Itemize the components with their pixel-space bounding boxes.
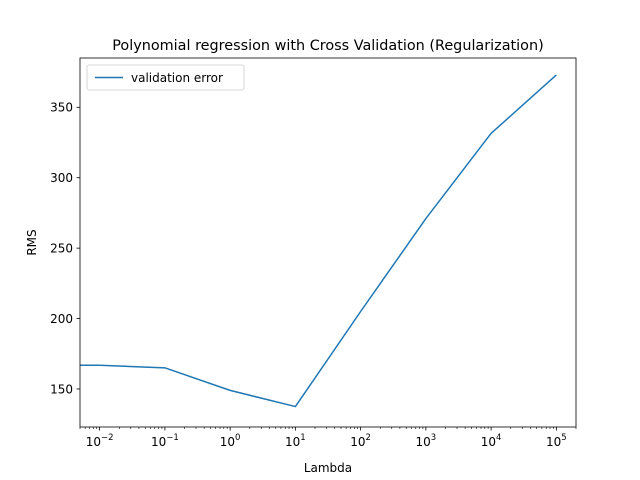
y-tick-label: 300 [50, 171, 73, 185]
x-tick-label: 100 [220, 433, 241, 449]
x-tick-label: 105 [546, 433, 567, 449]
y-tick-label: 250 [50, 241, 73, 255]
y-tick-label: 350 [50, 101, 73, 115]
y-tick-label: 150 [50, 382, 73, 396]
legend-box [86, 64, 245, 91]
x-tick-label: 10−2 [86, 433, 114, 449]
series-layer [80, 74, 557, 408]
y-tick-label: 200 [50, 312, 73, 326]
series-line-0 [80, 74, 557, 408]
x-tick-label: 104 [481, 433, 502, 449]
y-axis-label: RMS [25, 229, 39, 255]
x-axis: 10−2 10−1 100 101 102 103 104 105 [79, 427, 577, 449]
x-tick-label: 101 [285, 433, 306, 449]
x-tick-label: 10−1 [151, 433, 179, 449]
legend: validation error [86, 64, 245, 91]
y-axis: 150 200 250 300 350 [50, 101, 80, 396]
plot-frame [79, 57, 577, 428]
x-tick-label: 103 [416, 433, 437, 449]
chart-title: Polynomial regression with Cross Validat… [112, 38, 543, 54]
x-tick-label: 102 [350, 433, 371, 449]
plot-area: 10−2 10−1 100 101 102 103 104 105 150 200 250 300 3… [50, 57, 577, 449]
x-axis-label: Lambda [304, 461, 352, 475]
legend-label-validation-error: validation error [131, 71, 223, 85]
